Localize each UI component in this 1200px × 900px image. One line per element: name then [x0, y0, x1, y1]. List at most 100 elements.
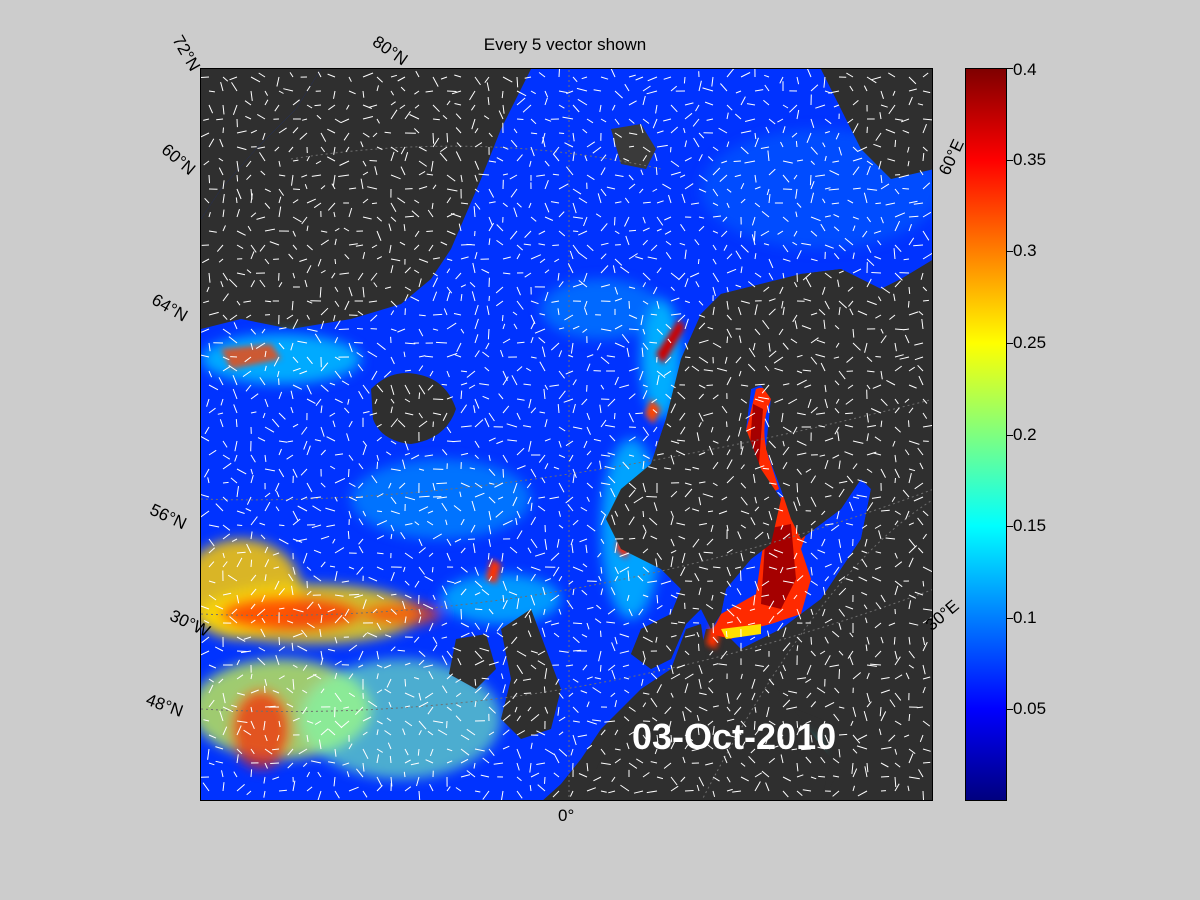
current-vector [446, 291, 451, 302]
current-vector [257, 437, 266, 442]
current-vector [460, 370, 468, 373]
current-vector [810, 552, 818, 560]
current-vector [446, 268, 451, 274]
current-vector [908, 468, 916, 472]
current-vector [432, 118, 440, 121]
current-vector [908, 664, 914, 669]
current-vector [539, 361, 546, 372]
current-vector [502, 729, 510, 736]
current-vector [376, 454, 380, 461]
current-vector [628, 253, 638, 260]
current-vector [782, 533, 791, 540]
current-vector [250, 748, 255, 755]
current-vector [306, 771, 311, 778]
current-vector [796, 452, 807, 456]
current-vector [243, 300, 252, 303]
current-vector [355, 244, 364, 247]
current-vector [502, 173, 509, 176]
current-vector [552, 173, 560, 176]
current-vector [313, 575, 322, 582]
current-vector [768, 600, 775, 610]
current-vector [516, 366, 523, 372]
current-vector [389, 244, 392, 254]
current-vector [414, 269, 420, 274]
current-vector [344, 253, 350, 260]
lat-label-72n: 72°N [168, 32, 204, 75]
current-vector [679, 174, 686, 178]
current-vector [922, 230, 930, 241]
current-vector [460, 748, 470, 756]
colorbar-tick [1007, 159, 1013, 161]
current-vector [711, 76, 714, 87]
current-vector [263, 720, 266, 731]
current-vector [510, 188, 518, 198]
current-vector [652, 118, 658, 129]
current-vector [484, 366, 490, 372]
current-vector [628, 608, 633, 617]
current-vector [306, 601, 314, 610]
current-vector [914, 482, 924, 490]
current-vector [233, 322, 238, 330]
current-vector [275, 506, 280, 512]
current-vector [726, 449, 731, 456]
current-vector [454, 103, 462, 106]
current-vector [888, 72, 896, 78]
current-vector [474, 251, 478, 260]
current-vector [712, 286, 716, 297]
current-vector [488, 608, 494, 615]
current-vector [650, 535, 658, 540]
current-vector [627, 570, 630, 582]
current-vector [652, 409, 658, 414]
current-vector [834, 407, 840, 414]
current-vector [418, 420, 428, 428]
current-vector [796, 774, 804, 778]
current-vector [234, 454, 238, 462]
current-vector [502, 202, 508, 208]
current-vector [506, 423, 518, 428]
lat-label-56n: 56°N [146, 500, 190, 534]
current-vector [581, 76, 588, 80]
current-vector [887, 158, 896, 162]
current-vector [330, 465, 336, 470]
current-vector [646, 90, 658, 95]
current-vector [222, 272, 229, 281]
current-vector [264, 468, 275, 472]
current-vector [838, 488, 845, 498]
current-vector [473, 762, 476, 769]
current-vector [236, 468, 247, 475]
current-vector [642, 118, 650, 124]
current-vector [544, 202, 550, 213]
current-vector [894, 674, 903, 680]
current-vector [754, 664, 764, 667]
current-vector [668, 720, 672, 732]
current-vector [863, 85, 868, 92]
current-vector [306, 398, 316, 404]
current-vector [874, 436, 882, 442]
current-vector [766, 706, 770, 718]
current-vector [620, 784, 630, 792]
current-vector [302, 552, 308, 564]
current-vector [264, 398, 269, 408]
current-vector [426, 230, 434, 232]
current-vector [522, 104, 532, 113]
current-vector [600, 118, 607, 123]
current-vector [760, 146, 770, 149]
current-vector [536, 174, 546, 177]
current-vector [852, 785, 855, 792]
current-vector [642, 622, 648, 633]
current-vector [541, 346, 546, 358]
current-vector [222, 706, 234, 713]
current-vector [611, 776, 616, 782]
current-vector [852, 123, 859, 134]
current-vector [894, 748, 898, 755]
current-vector [530, 468, 537, 478]
current-vector [593, 438, 602, 442]
current-vector [530, 742, 533, 750]
current-vector [236, 748, 243, 755]
current-vector [838, 460, 841, 470]
current-vector [528, 440, 532, 452]
current-vector [738, 730, 742, 736]
current-vector [362, 411, 370, 414]
current-vector [404, 580, 410, 586]
current-vector [264, 258, 270, 265]
